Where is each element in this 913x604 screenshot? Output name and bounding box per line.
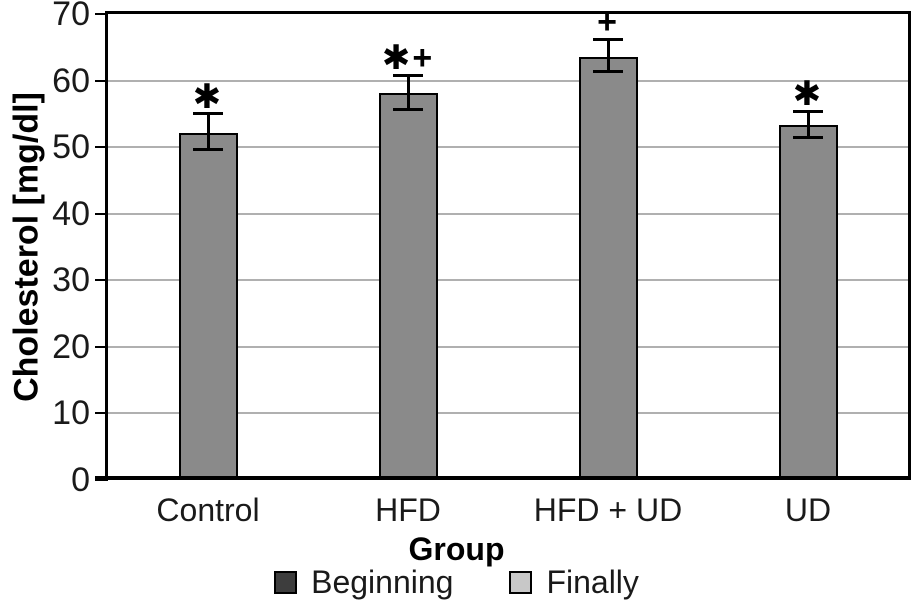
gridline-10 [108,412,908,415]
error-bar-cap-bottom [193,147,223,151]
legend: Beginning Finally [0,566,913,598]
x-tick-label-ud: UD [784,492,832,528]
error-bar-cap-top [393,73,423,77]
legend-swatch-finally [509,570,533,594]
y-tick-70 [95,13,108,15]
significance-annotation: ✱+ [381,39,435,78]
error-bar-cap-top [193,112,223,116]
legend-item-finally: Finally [509,564,639,600]
y-tick-label-10: 10 [52,394,90,433]
significance-annotation: ✱ [192,77,224,116]
y-tick-label-70: 70 [52,0,90,33]
gridline-20 [108,345,908,348]
bar-hfd-ud [578,57,638,480]
error-bar-line [806,111,810,138]
y-tick-60 [95,79,108,82]
gridline-40 [108,212,908,215]
gridline-50 [108,146,908,149]
legend-item-beginning: Beginning [274,566,453,598]
bar-ud [778,125,838,480]
gridline-60 [108,79,908,82]
plot-area: ✱ ✱+ + ✱ [105,5,911,480]
y-tick-40 [95,212,108,215]
error-bar-cap-top [593,37,623,41]
y-tick-label-40: 40 [52,194,90,233]
y-tick-0 [95,479,108,481]
bar-control [178,132,238,480]
y-tick-30 [95,279,108,282]
y-tick-label-20: 20 [52,327,90,366]
y-tick-label-60: 60 [52,61,90,100]
significance-annotation: ✱ [792,75,824,114]
x-axis-line [95,476,908,480]
y-tick-10 [95,412,108,415]
error-bar-line [406,75,410,110]
error-bar-cap-bottom [393,107,423,111]
legend-swatch-beginning [274,570,298,594]
error-bar-line [206,113,210,150]
gridline-30 [108,279,908,282]
error-bar-line [606,39,610,72]
y-tick-label-50: 50 [52,128,90,167]
y-tick-label-30: 30 [52,261,90,300]
legend-label-beginning: Beginning [311,564,454,600]
significance-annotation: + [597,3,619,42]
y-tick-20 [95,345,108,348]
x-tick-label-hfd: HFD [375,492,441,528]
y-tick-label-0: 0 [71,461,90,499]
legend-label-finally: Finally [546,564,639,600]
error-bar-cap-top [793,109,823,113]
error-bar-cap-bottom [593,70,623,74]
bar-hfd [378,93,438,480]
x-axis-title: Group [408,531,505,567]
y-tick-50 [95,146,108,149]
x-tick-label-hfd-ud: HFD + UD [533,492,683,528]
error-bar-cap-bottom [793,135,823,139]
x-tick-label-control: Control [156,492,260,528]
